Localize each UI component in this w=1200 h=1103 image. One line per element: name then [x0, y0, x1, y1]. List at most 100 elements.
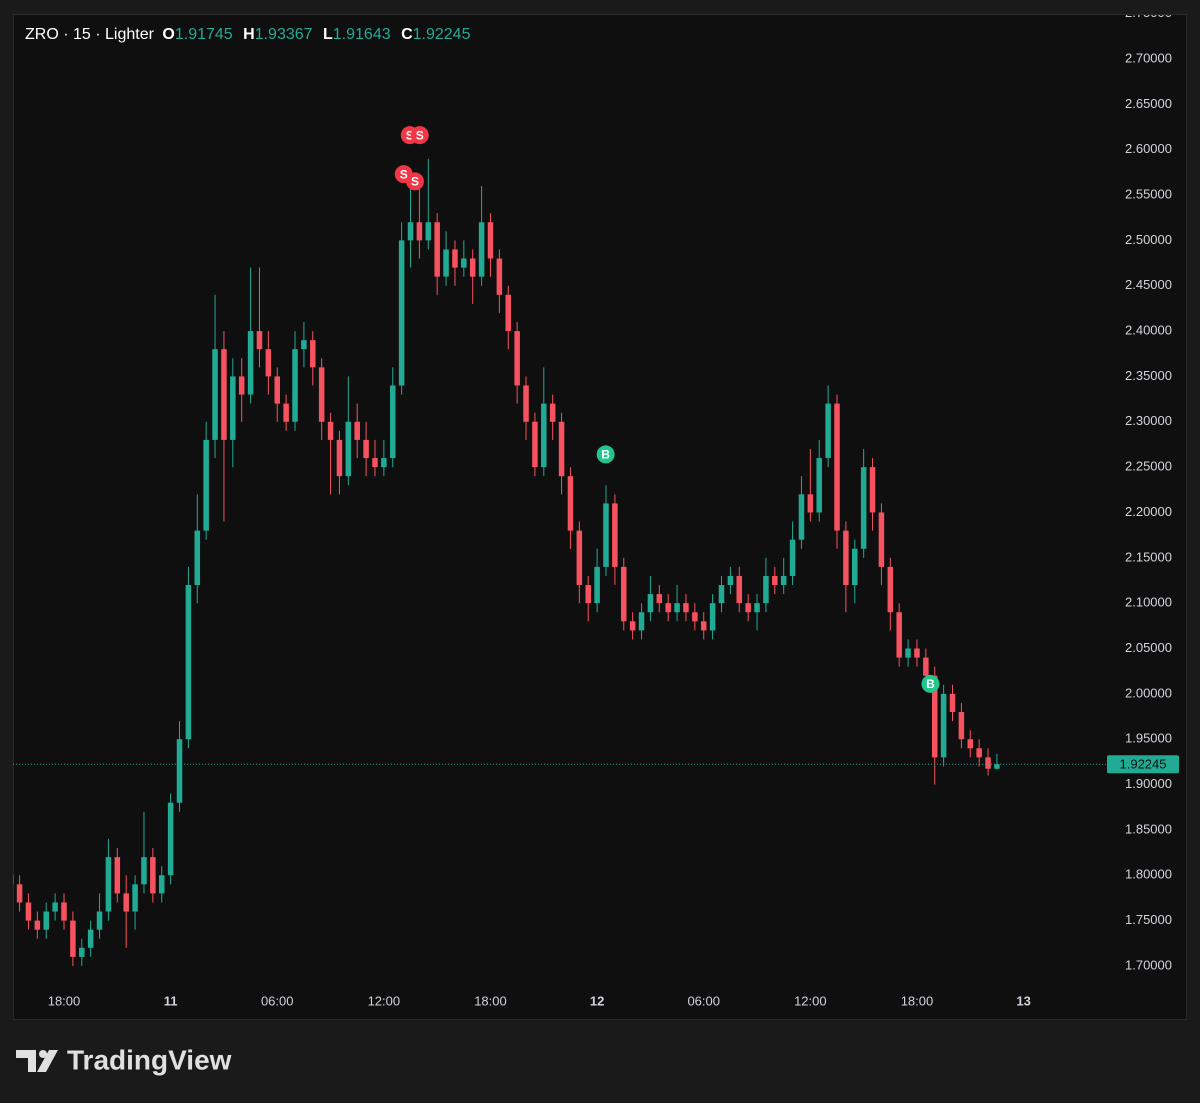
y-tick-label: 1.95000 — [1125, 731, 1172, 746]
candle-body — [265, 349, 272, 377]
candle-body — [158, 875, 165, 894]
y-tick-label: 1.90000 — [1125, 776, 1172, 791]
candle-body — [43, 911, 49, 930]
candle-body — [780, 575, 787, 586]
candle-body — [336, 439, 343, 477]
candle-body — [61, 902, 67, 921]
candle-body — [754, 603, 760, 613]
candle-body — [843, 530, 849, 586]
candle-body — [398, 240, 405, 386]
ohlc-value: 1.92245 — [413, 26, 471, 43]
y-tick-label: 2.00000 — [1125, 685, 1172, 700]
y-tick-label: 2.20000 — [1125, 504, 1172, 519]
candle-body — [16, 884, 23, 903]
candle-body — [203, 439, 209, 531]
candle-body — [478, 222, 485, 277]
candle-body — [594, 566, 600, 604]
candle-body — [816, 458, 822, 513]
candle-body — [461, 258, 467, 268]
x-tick-label: 13 — [1016, 993, 1030, 1008]
candle-body — [238, 376, 245, 395]
candle-body — [443, 249, 449, 277]
x-tick-label: 18:00 — [901, 993, 934, 1008]
trade-marker — [410, 126, 429, 145]
candle-body — [345, 421, 352, 477]
y-tick-label: 2.10000 — [1125, 595, 1172, 610]
y-tick-label: 2.55000 — [1125, 186, 1172, 201]
candle-body — [994, 764, 1000, 769]
chart-title: ZRO · 15 · Lighter — [25, 26, 155, 43]
y-tick-label: 2.70000 — [1125, 50, 1172, 65]
candle-body — [416, 222, 423, 241]
x-tick-label: 11 — [164, 993, 178, 1008]
ohlc-value: 1.93367 — [255, 26, 313, 43]
candle-body — [79, 947, 85, 957]
last-price-box — [1107, 755, 1179, 774]
candle-body — [87, 929, 94, 948]
candle-body — [674, 603, 680, 613]
candle-body — [114, 857, 121, 894]
candle-body — [176, 739, 183, 803]
candle-body — [567, 476, 574, 531]
candle-body — [887, 566, 894, 613]
candle-body — [656, 594, 663, 604]
y-tick-label: 2.40000 — [1125, 323, 1172, 338]
candle-body — [70, 920, 76, 957]
candle-body — [914, 648, 920, 658]
y-tick-label: 2.50000 — [1125, 232, 1172, 247]
candle-body — [825, 403, 831, 459]
candle-body — [665, 603, 671, 613]
candle-body — [958, 712, 965, 740]
trade-marker-label: B — [601, 448, 610, 462]
candle-body — [141, 857, 147, 885]
candle-body — [25, 902, 32, 921]
candle-body — [878, 512, 885, 567]
candle-body — [976, 748, 982, 758]
candle-body — [621, 566, 627, 622]
chart-header: ZRO · 15 · Lighter O1.91745 H1.93367 L1.… — [25, 26, 471, 43]
ohlc-value: 1.91643 — [333, 26, 391, 43]
candle-body — [638, 612, 645, 631]
candle-body — [576, 530, 583, 586]
candle-body — [487, 222, 494, 259]
candle-body — [389, 385, 396, 459]
y-tick-label: 2.15000 — [1125, 549, 1172, 564]
candle-body — [718, 585, 725, 604]
brand-name: TradingView — [67, 1044, 232, 1075]
chart-panel — [13, 14, 1187, 1020]
trade-marker-label: S — [406, 128, 414, 142]
candle-body — [434, 222, 440, 277]
candle-body — [549, 403, 556, 422]
candle-body — [967, 739, 974, 749]
y-tick-label: 2.35000 — [1125, 368, 1172, 383]
y-tick-label: 2.45000 — [1125, 277, 1172, 292]
candle-body — [318, 367, 325, 422]
last-price-label: 1.92245 — [1120, 757, 1167, 772]
candle-body — [150, 857, 156, 894]
candle-body — [807, 494, 814, 513]
ohlc-label: C — [401, 26, 413, 43]
candle-body — [407, 222, 414, 241]
ohlc-label: H — [243, 26, 255, 43]
x-tick-label: 06:00 — [261, 993, 294, 1008]
candle-body — [772, 575, 778, 586]
candle-body — [736, 575, 743, 604]
candle-body — [194, 530, 201, 586]
candle-body — [860, 467, 867, 549]
candle-body — [985, 757, 991, 769]
candle-body — [425, 222, 432, 241]
candle-body — [132, 884, 138, 912]
ohlc-value: 1.91745 — [175, 26, 233, 43]
brand-logo — [16, 1050, 58, 1072]
candle-body — [940, 693, 947, 758]
y-tick-label: 1.80000 — [1125, 867, 1172, 882]
plot-area: 1.70000 1.75000 1.80000 1.85000 1.90000 1.950… — [13, 15, 1179, 1008]
candle-body — [123, 893, 129, 912]
candle-body — [247, 331, 254, 395]
x-tick-label: 06:00 — [687, 993, 720, 1008]
candle-body — [469, 258, 476, 277]
candle-body — [13, 875, 14, 885]
candle-body — [523, 385, 529, 422]
candle-body — [372, 458, 378, 468]
